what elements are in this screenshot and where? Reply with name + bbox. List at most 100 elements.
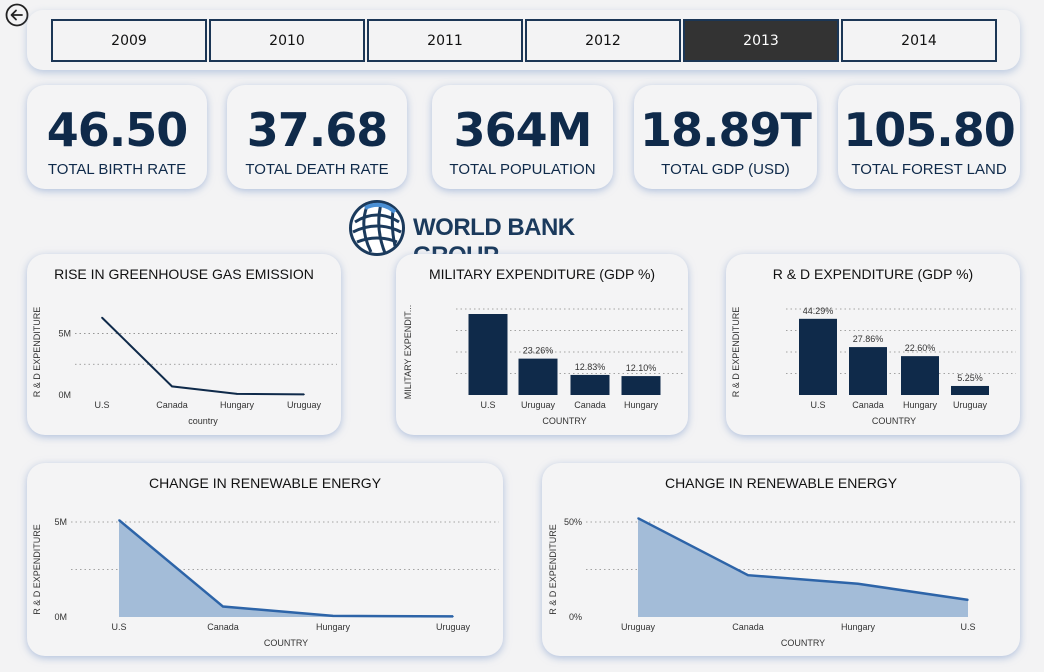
x-tick-label: U.S bbox=[960, 622, 975, 632]
military-chart-card: MILITARY EXPENDITURE (GDP %) MILITARY EX… bbox=[396, 254, 688, 435]
x-tick-label: U.S bbox=[111, 622, 126, 632]
kpi-label: TOTAL FOREST LAND bbox=[851, 161, 1007, 178]
y-axis-title: R & D EXPENDITURE bbox=[731, 307, 741, 398]
x-tick-label: U.S bbox=[810, 400, 825, 410]
x-tick-label: Hungary bbox=[624, 400, 659, 410]
x-axis-title: COUNTRY bbox=[542, 416, 586, 426]
back-arrow-icon bbox=[5, 3, 29, 27]
x-tick-label: Canada bbox=[852, 400, 884, 410]
kpi-value: 105.80 bbox=[843, 103, 1016, 157]
kpi-label: TOTAL GDP (USD) bbox=[661, 161, 790, 178]
x-tick-label: U.S bbox=[94, 400, 109, 410]
bar bbox=[518, 358, 558, 395]
year-button-2011[interactable]: 2011 bbox=[367, 19, 523, 62]
bar bbox=[849, 347, 887, 395]
data-point bbox=[637, 517, 639, 519]
series-area bbox=[119, 520, 453, 617]
data-label: 27.86% bbox=[853, 334, 884, 344]
rnd-bar-chart: R & D EXPENDITURE COUNTRY U.S Canada Hungary… bbox=[731, 306, 1016, 426]
renewable-area-chart-2: R & D EXPENDITURE COUNTRY 0% 50% Uruguay Cana… bbox=[548, 517, 1016, 648]
kpi-card-forest-land: 105.80 TOTAL FOREST LAND bbox=[838, 85, 1020, 189]
x-tick-label: Canada bbox=[574, 400, 606, 410]
x-tick-label: U.S bbox=[480, 400, 495, 410]
y-tick-label: 0% bbox=[569, 612, 582, 622]
data-point bbox=[303, 393, 305, 396]
bar bbox=[799, 318, 837, 395]
chart-title: CHANGE IN RENEWABLE ENERGY bbox=[664, 475, 898, 491]
data-point bbox=[332, 615, 334, 617]
year-button-2012[interactable]: 2012 bbox=[525, 19, 681, 62]
x-tick-label: Hungary bbox=[316, 622, 351, 632]
data-label: 12.10% bbox=[626, 363, 657, 373]
kpi-label: TOTAL POPULATION bbox=[449, 161, 596, 178]
data-point bbox=[747, 574, 749, 576]
series-line bbox=[118, 519, 454, 618]
series-area bbox=[638, 518, 968, 617]
chart-title: RISE IN GREENHOUSE GAS EMISSION bbox=[54, 266, 314, 282]
kpi-label: TOTAL DEATH RATE bbox=[245, 161, 389, 178]
chart-title: MILITARY EXPENDITURE (GDP %) bbox=[428, 266, 656, 282]
renewable-chart-card-1: CHANGE IN RENEWABLE ENERGY R & D EXPENDI… bbox=[27, 463, 503, 656]
data-point bbox=[452, 615, 454, 618]
kpi-value: 18.89T bbox=[640, 103, 812, 157]
x-axis-title: COUNTRY bbox=[781, 638, 825, 648]
kpi-card-gdp: 18.89T TOTAL GDP (USD) bbox=[634, 85, 817, 189]
data-label: 5.25% bbox=[957, 373, 983, 383]
y-tick-label: 5M bbox=[58, 329, 71, 339]
greenhouse-chart-card: RISE IN GREENHOUSE GAS EMISSION R & D EX… bbox=[27, 254, 341, 435]
kpi-value: 37.68 bbox=[246, 103, 389, 157]
x-tick-label: Hungary bbox=[903, 400, 938, 410]
greenhouse-line-chart: R & D EXPENDITURE country 0M 5M U.S Canada Hun… bbox=[32, 307, 337, 426]
data-point bbox=[101, 316, 103, 319]
x-tick-label: Canada bbox=[207, 622, 239, 632]
year-button-2014[interactable]: 2014 bbox=[841, 19, 997, 62]
kpi-card-birth-rate: 46.50 TOTAL BIRTH RATE bbox=[27, 85, 207, 189]
year-button-2009[interactable]: 2009 bbox=[51, 19, 207, 62]
bar bbox=[901, 356, 939, 395]
data-point bbox=[118, 519, 120, 521]
y-tick-label: 5M bbox=[54, 517, 67, 527]
y-tick-label: 0M bbox=[54, 612, 67, 622]
kpi-value: 46.50 bbox=[46, 103, 189, 157]
kpi-value: 364M bbox=[453, 103, 593, 157]
year-button-2013[interactable]: 2013 bbox=[683, 19, 839, 62]
y-axis-title: R & D EXPENDITURE bbox=[548, 524, 558, 615]
kpi-label: TOTAL BIRTH RATE bbox=[47, 161, 187, 178]
x-tick-label: Hungary bbox=[220, 400, 255, 410]
world-bank-logo: WORLD BANK GROUP bbox=[345, 198, 665, 269]
y-tick-label: 50% bbox=[564, 517, 582, 527]
bar bbox=[468, 314, 508, 395]
y-axis-title: R & D EXPENDITURE bbox=[32, 524, 42, 615]
renewable-chart-card-2: CHANGE IN RENEWABLE ENERGY R & D EXPENDI… bbox=[542, 463, 1020, 656]
y-axis-title: R & D EXPENDITURE bbox=[32, 307, 42, 398]
military-bar-chart: MILITARY EXPENDIT... COUNTRY U.S Uruguay Can… bbox=[403, 305, 684, 426]
kpi-card-death-rate: 37.68 TOTAL DEATH RATE bbox=[227, 85, 407, 189]
bar bbox=[621, 376, 661, 395]
data-point bbox=[222, 605, 224, 608]
data-point bbox=[967, 599, 969, 601]
year-slicer: 2009 2010 2011 2012 2013 2014 bbox=[27, 10, 1020, 70]
globe-icon bbox=[349, 200, 405, 256]
x-tick-label: Canada bbox=[732, 622, 764, 632]
data-point bbox=[236, 393, 238, 395]
data-label: 12.83% bbox=[575, 362, 606, 372]
x-tick-label: Canada bbox=[156, 400, 188, 410]
chart-title: R & D EXPENDITURE (GDP %) bbox=[772, 266, 974, 282]
series-line bbox=[101, 316, 305, 396]
x-tick-label: Uruguay bbox=[436, 622, 471, 632]
series-line bbox=[637, 517, 969, 602]
data-point bbox=[171, 385, 173, 388]
rnd-chart-card: R & D EXPENDITURE (GDP %) R & D EXPENDIT… bbox=[726, 254, 1020, 435]
x-tick-label: Uruguay bbox=[521, 400, 556, 410]
data-point bbox=[857, 582, 859, 585]
x-tick-label: Uruguay bbox=[953, 400, 988, 410]
bar bbox=[570, 374, 610, 395]
year-button-2010[interactable]: 2010 bbox=[209, 19, 365, 62]
data-label: 22.60% bbox=[905, 343, 936, 353]
x-axis-title: country bbox=[188, 416, 218, 426]
back-button[interactable] bbox=[5, 3, 29, 27]
renewable-area-chart-1: R & D EXPENDITURE COUNTRY 0M 5M U.S Canada Hun… bbox=[32, 517, 499, 648]
bar bbox=[951, 385, 989, 395]
data-label: 23.26% bbox=[523, 346, 554, 356]
y-axis-title: MILITARY EXPENDIT... bbox=[403, 305, 413, 400]
